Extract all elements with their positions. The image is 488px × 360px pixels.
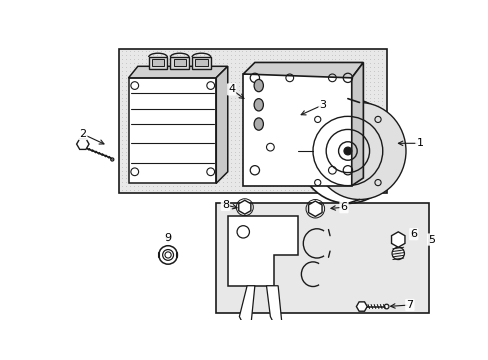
Bar xyxy=(170,57,189,69)
Bar xyxy=(148,57,167,69)
Text: 5: 5 xyxy=(427,235,434,244)
Polygon shape xyxy=(227,216,297,286)
Polygon shape xyxy=(128,78,216,183)
Ellipse shape xyxy=(254,80,263,92)
Text: 9: 9 xyxy=(164,233,171,243)
Bar xyxy=(192,57,210,69)
Bar xyxy=(243,74,351,186)
Bar xyxy=(119,49,386,193)
Text: 6: 6 xyxy=(340,202,347,212)
Polygon shape xyxy=(128,66,227,78)
Ellipse shape xyxy=(254,99,263,111)
Polygon shape xyxy=(239,286,254,324)
Ellipse shape xyxy=(312,103,405,199)
Polygon shape xyxy=(216,66,227,183)
Bar xyxy=(151,59,164,66)
Text: 4: 4 xyxy=(227,84,235,94)
Text: 8: 8 xyxy=(222,200,228,210)
Text: 1: 1 xyxy=(416,138,423,148)
Text: 2: 2 xyxy=(79,129,86,139)
Bar xyxy=(216,203,428,313)
Text: 3: 3 xyxy=(319,100,326,110)
Polygon shape xyxy=(243,62,363,78)
Polygon shape xyxy=(266,286,282,324)
Text: 7: 7 xyxy=(406,300,412,310)
Circle shape xyxy=(343,147,351,155)
Bar xyxy=(173,59,185,66)
Text: 6: 6 xyxy=(409,229,416,239)
Ellipse shape xyxy=(297,99,397,203)
Bar xyxy=(195,59,207,66)
Ellipse shape xyxy=(254,118,263,130)
Polygon shape xyxy=(351,62,363,186)
